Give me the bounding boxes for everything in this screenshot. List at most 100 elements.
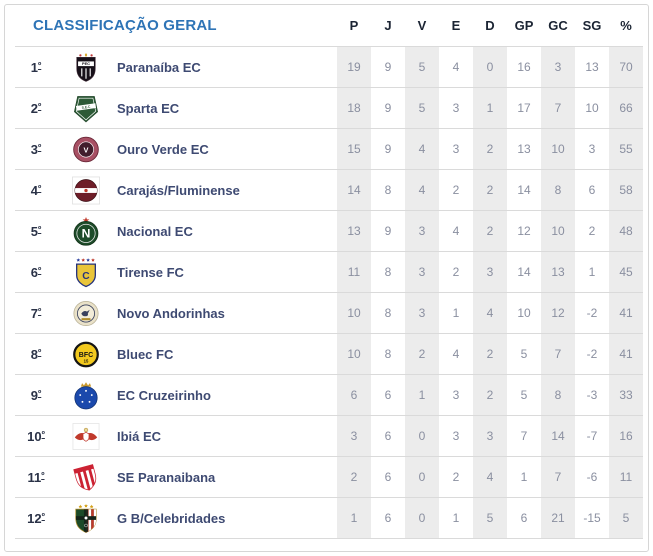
stat-goals-against: 10 — [541, 210, 575, 252]
stat-draws: 2 — [439, 456, 473, 498]
team-badge-cell — [57, 292, 115, 334]
stat-draws: 2 — [439, 169, 473, 211]
stat-goals-against: 7 — [541, 87, 575, 129]
stat-games: 8 — [371, 333, 405, 375]
stat-losses: 5 — [473, 497, 507, 539]
se-paranaibana-badge-icon — [73, 463, 97, 492]
stat-percent: 11 — [609, 456, 643, 498]
col-header-points: P — [337, 5, 371, 47]
table-row: 9º EC Cruzeirinho 6 6 1 3 2 — [15, 374, 643, 416]
col-header-losses: D — [473, 5, 507, 47]
stat-goals-against: 13 — [541, 251, 575, 293]
table-row: 11º SE — [15, 456, 643, 498]
stat-losses: 2 — [473, 374, 507, 416]
novo-andorinhas-badge-icon — [73, 300, 99, 326]
stat-percent: 55 — [609, 128, 643, 170]
stat-goals-for: 16 — [507, 46, 541, 88]
stat-percent: 41 — [609, 333, 643, 375]
team-badge-cell: S.E.C — [57, 87, 115, 129]
stat-percent: 41 — [609, 292, 643, 334]
stat-percent: 45 — [609, 251, 643, 293]
stat-percent: 48 — [609, 210, 643, 252]
team-name: Paranaíba EC — [115, 46, 337, 88]
stat-losses: 3 — [473, 251, 507, 293]
position-cell: 12º — [15, 497, 57, 539]
header-row: CLASSIFICAÇÃO GERAL P J V E D GP GC SG % — [15, 5, 643, 47]
stat-games: 6 — [371, 456, 405, 498]
stat-points: 11 — [337, 251, 371, 293]
nacional-ec-badge-icon: N — [73, 216, 99, 246]
stat-goal-diff: -2 — [575, 292, 609, 334]
team-name: EC Cruzeirinho — [115, 374, 337, 416]
stat-goals-against: 8 — [541, 169, 575, 211]
stat-goals-for: 7 — [507, 415, 541, 457]
stat-games: 8 — [371, 251, 405, 293]
bluec-fc-badge-icon: BFC 15 — [73, 341, 99, 367]
stat-goal-diff: 6 — [575, 169, 609, 211]
stat-goals-for: 10 — [507, 292, 541, 334]
stat-wins: 5 — [405, 87, 439, 129]
position-cell: 9º — [15, 374, 57, 416]
table-row: 4º Carajás/Fluminense 14 8 4 2 2 14 — [15, 169, 643, 211]
stat-losses: 2 — [473, 128, 507, 170]
stat-goals-for: 6 — [507, 497, 541, 539]
page-title: CLASSIFICAÇÃO GERAL — [15, 5, 337, 47]
table-row: 6º C Tirense FC 11 8 — [15, 251, 643, 293]
team-badge-cell: BFC 15 — [57, 333, 115, 375]
stat-losses: 2 — [473, 210, 507, 252]
team-name: Novo Andorinhas — [115, 292, 337, 334]
stat-goal-diff: 10 — [575, 87, 609, 129]
svg-text:15: 15 — [84, 358, 89, 363]
stat-goal-diff: 13 — [575, 46, 609, 88]
position-cell: 10º — [15, 415, 57, 457]
stat-points: 3 — [337, 415, 371, 457]
stat-points: 2 — [337, 456, 371, 498]
col-header-games: J — [371, 5, 405, 47]
stat-percent: 70 — [609, 46, 643, 88]
team-name: Sparta EC — [115, 87, 337, 129]
svg-text:BFC: BFC — [79, 351, 93, 358]
standings-table: CLASSIFICAÇÃO GERAL P J V E D GP GC SG %… — [15, 5, 643, 539]
team-name: Nacional EC — [115, 210, 337, 252]
stat-goal-diff: -2 — [575, 333, 609, 375]
stat-games: 9 — [371, 128, 405, 170]
standings-panel: CLASSIFICAÇÃO GERAL P J V E D GP GC SG %… — [4, 4, 649, 552]
position-cell: 7º — [15, 292, 57, 334]
table-row: 7º Novo Andorinhas 10 8 3 1 4 10 12 — [15, 292, 643, 334]
stat-draws: 4 — [439, 46, 473, 88]
carajas-fluminense-badge-icon — [72, 176, 100, 204]
paranaiba-ec-badge-icon: PEC — [76, 52, 96, 82]
stat-wins: 2 — [405, 333, 439, 375]
stat-goal-diff: 3 — [575, 128, 609, 170]
stat-goal-diff: -6 — [575, 456, 609, 498]
team-badge-cell: PEC — [57, 46, 115, 88]
stat-losses: 3 — [473, 415, 507, 457]
stat-draws: 1 — [439, 497, 473, 539]
stat-wins: 0 — [405, 456, 439, 498]
stat-points: 6 — [337, 374, 371, 416]
team-badge-cell — [57, 374, 115, 416]
ec-cruzeirinho-badge-icon — [74, 381, 98, 409]
stat-goals-for: 14 — [507, 169, 541, 211]
table-row: 8º BFC 15 Bluec FC 10 8 2 4 2 5 7 -2 41 — [15, 333, 643, 375]
ibia-ec-badge-icon — [72, 422, 100, 450]
stat-wins: 4 — [405, 128, 439, 170]
stat-wins: 1 — [405, 374, 439, 416]
position-cell: 8º — [15, 333, 57, 375]
stat-points: 1 — [337, 497, 371, 539]
stat-games: 6 — [371, 374, 405, 416]
svg-text:V: V — [84, 145, 89, 154]
stat-draws: 2 — [439, 251, 473, 293]
stat-losses: 2 — [473, 169, 507, 211]
stat-losses: 1 — [473, 87, 507, 129]
stat-points: 19 — [337, 46, 371, 88]
team-badge-cell: V — [57, 128, 115, 170]
stat-draws: 4 — [439, 333, 473, 375]
team-name: G B/Celebridades — [115, 497, 337, 539]
stat-goals-against: 21 — [541, 497, 575, 539]
stat-games: 6 — [371, 415, 405, 457]
stat-goals-for: 5 — [507, 374, 541, 416]
svg-text:C: C — [82, 271, 90, 282]
stat-percent: 33 — [609, 374, 643, 416]
table-row: 1º PEC Paranaíba EC 19 9 — [15, 46, 643, 88]
